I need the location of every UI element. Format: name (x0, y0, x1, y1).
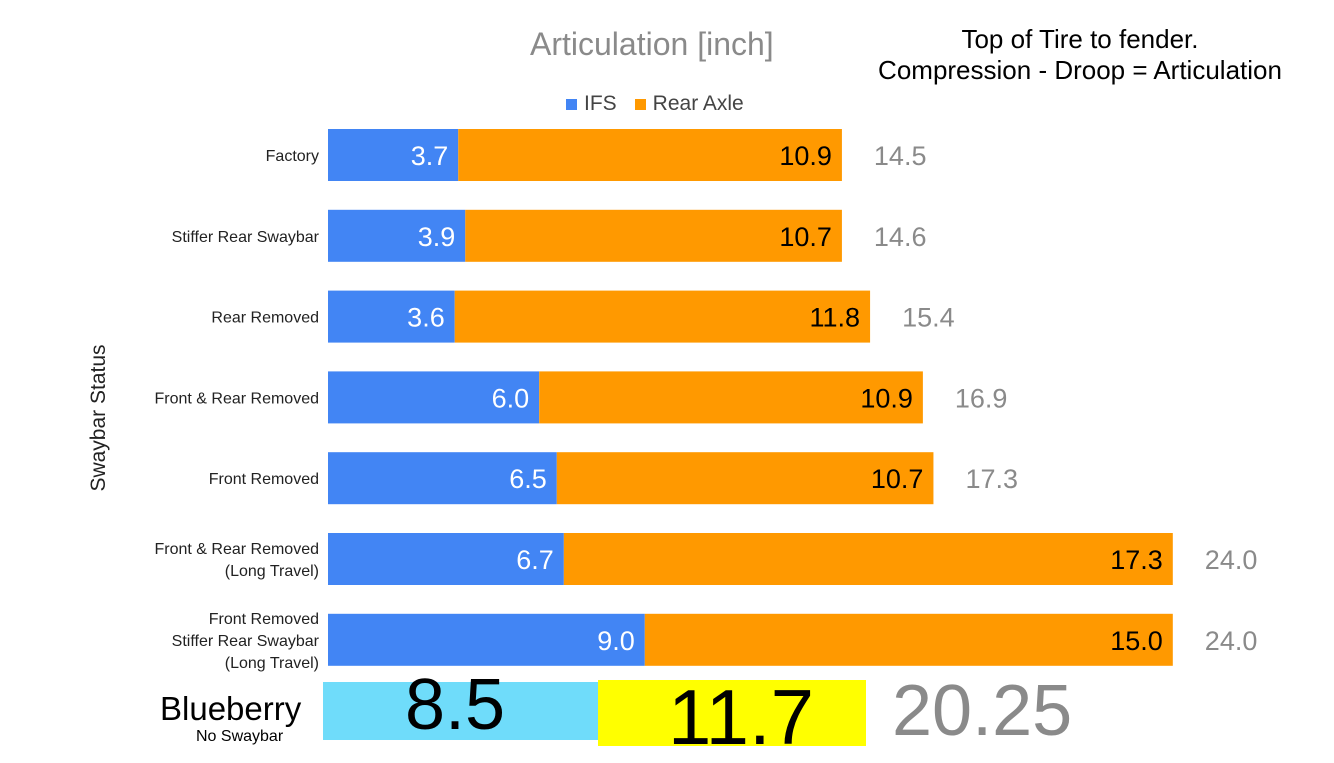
category-label-line: (Long Travel) (225, 655, 319, 672)
data-label-ifs-front-rear-removed: 6.0 (492, 383, 530, 413)
legend-label-rear-axle: Rear Axle (652, 92, 744, 115)
category-label-line: (Long Travel) (225, 563, 319, 580)
category-label-line: Rear Removed (211, 310, 319, 327)
blueberry-rear-value: 11.7 (668, 673, 815, 761)
data-label-ifs-front-rear-removed-long-travel: 6.7 (516, 545, 554, 575)
bar-rear-axle-front-removed-stiffer-rear-swaybar-long-travel (644, 613, 1173, 666)
category-label-line: Stiffer Rear Swaybar (172, 229, 320, 246)
blueberry-rear-box (598, 680, 866, 746)
blueberry-total: 20.25 (892, 671, 1073, 751)
data-label-rear-axle-front-rear-removed: 10.9 (860, 383, 913, 413)
note-line-2: Compression - Droop = Articulation (878, 55, 1282, 85)
category-label-line: Front Removed (209, 611, 319, 628)
category-label-line: Stiffer Rear Swaybar (172, 633, 320, 650)
category-label-line: Factory (266, 148, 319, 165)
legend-label-ifs: IFS (584, 92, 617, 115)
category-label-front-removed: Front Removed (209, 471, 319, 488)
category-label-front-removed-stiffer-rear-swaybar-long-travel: Front Removed Stiffer Rear Swaybar (Long T… (172, 611, 320, 672)
bar-ifs-front-removed (328, 452, 557, 505)
blueberry-name: Blueberry (160, 690, 302, 727)
bar-ifs-rear-removed (328, 290, 455, 343)
data-label-rear-axle-rear-removed: 11.8 (810, 303, 861, 333)
bar-rear-axle-factory (458, 129, 842, 181)
bar-chart-plot: Factory 3.7 10.9 14.5 Stiffer Rear Swaybar 3.… (154, 129, 1258, 672)
bar-ifs-front-removed-stiffer-rear-swaybar-long-travel (328, 613, 645, 666)
bar-rear-axle-front-rear-removed-long-travel (563, 533, 1173, 585)
category-label-line: Front & Rear Removed (154, 541, 319, 558)
bar-ifs-front-rear-removed-long-travel (328, 533, 564, 585)
bar-rear-axle-rear-removed (454, 290, 871, 343)
legend-item-ifs: IFS (566, 92, 617, 116)
data-label-rear-axle-factory: 10.9 (779, 141, 832, 171)
category-label-front-rear-removed-long-travel: Front & Rear Removed (Long Travel) (154, 541, 319, 580)
legend-swatch-rear-axle (634, 98, 646, 110)
blueberry-ifs-value: 8.5 (405, 665, 506, 745)
bar-ifs-factory (328, 129, 459, 181)
legend-swatch-ifs (566, 98, 577, 110)
data-label-rear-axle-front-removed: 10.7 (871, 464, 924, 494)
total-label-front-rear-removed: 16.9 (955, 383, 1008, 413)
bar-ifs-stiffer-rear-swaybar (328, 209, 466, 262)
category-label-line: Front & Rear Removed (154, 390, 319, 407)
total-label-rear-removed: 15.4 (902, 303, 955, 333)
data-label-ifs-front-removed-stiffer-rear-swaybar-long-travel: 9.0 (597, 626, 635, 656)
category-label-rear-removed: Rear Removed (211, 310, 319, 327)
total-label-front-removed: 17.3 (965, 464, 1018, 494)
legend: IFS Rear Axle (566, 92, 762, 116)
chart-title: Articulation [inch] (530, 26, 774, 62)
total-label-front-rear-removed-long-travel: 24.0 (1205, 545, 1258, 575)
blueberry-ifs-box (323, 682, 598, 740)
data-label-ifs-rear-removed: 3.6 (407, 303, 445, 333)
total-label-factory: 14.5 (874, 141, 927, 171)
category-label-line: Front Removed (209, 471, 319, 488)
bar-rear-axle-stiffer-rear-swaybar (465, 209, 842, 262)
category-label-stiffer-rear-swaybar: Stiffer Rear Swaybar (172, 229, 320, 246)
total-label-front-removed-stiffer-rear-swaybar-long-travel: 24.0 (1205, 626, 1258, 656)
data-label-rear-axle-front-rear-removed-long-travel: 17.3 (1110, 545, 1163, 575)
category-label-factory: Factory (266, 148, 319, 165)
data-label-ifs-front-removed: 6.5 (509, 464, 547, 494)
data-label-ifs-factory: 3.7 (411, 141, 449, 171)
data-label-ifs-stiffer-rear-swaybar: 3.9 (418, 222, 456, 252)
note-line-1: Top of Tire to fender. (961, 24, 1199, 54)
data-label-rear-axle-front-removed-stiffer-rear-swaybar-long-travel: 15.0 (1110, 626, 1163, 656)
data-label-rear-axle-stiffer-rear-swaybar: 10.7 (779, 222, 832, 252)
legend-item-rear-axle: Rear Axle (634, 92, 744, 116)
total-label-stiffer-rear-swaybar: 14.6 (874, 222, 927, 252)
bar-rear-axle-front-removed (556, 452, 934, 505)
articulation-note: Top of Tire to fender. Compression - Dro… (800, 24, 1320, 86)
blueberry-subtitle: No Swaybar (196, 728, 284, 745)
category-label-front-rear-removed: Front & Rear Removed (154, 390, 319, 407)
bar-ifs-front-rear-removed (328, 371, 540, 424)
bar-rear-axle-front-rear-removed (539, 371, 923, 424)
